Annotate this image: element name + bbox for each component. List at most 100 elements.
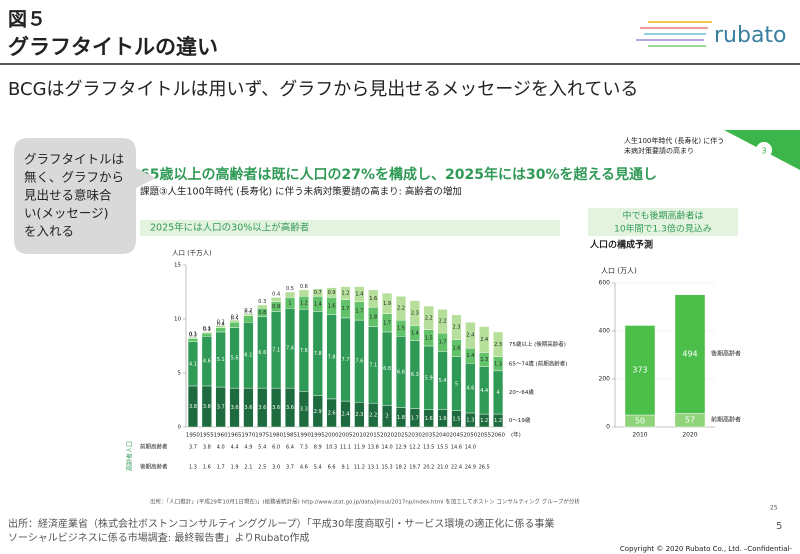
value-label: 0.5 bbox=[231, 316, 239, 322]
bar-segment bbox=[493, 331, 504, 357]
value-label: 0.4 bbox=[217, 322, 225, 328]
table-cell: 6.0 bbox=[272, 445, 280, 451]
bar-segment bbox=[368, 289, 379, 308]
value-label: 5.9 bbox=[425, 375, 433, 381]
value-label: 2.3 bbox=[411, 311, 419, 317]
value-label: 1.3 bbox=[466, 417, 474, 423]
logo-text: rubato bbox=[714, 23, 787, 48]
value-label: 6.8 bbox=[383, 366, 391, 372]
logo-lines bbox=[636, 21, 712, 47]
value-label: 0.2 bbox=[217, 320, 225, 326]
table-cell: 3.8 bbox=[203, 445, 211, 451]
value-label: 0.3 bbox=[258, 299, 266, 305]
banner-bg bbox=[588, 208, 738, 236]
bar-segment bbox=[451, 314, 462, 340]
bar-segment bbox=[298, 289, 309, 297]
bar-segment bbox=[187, 338, 198, 342]
value-label: 7.8 bbox=[314, 351, 322, 357]
x-tick-label: 1955 bbox=[200, 433, 214, 439]
value-label: 2.3 bbox=[355, 412, 363, 418]
y-axis-label: 人口 (万人) bbox=[601, 267, 637, 275]
legend-label: 後期高齢者 bbox=[711, 350, 741, 358]
value-label: 7.6 bbox=[300, 348, 308, 354]
value-label: 5.1 bbox=[217, 357, 225, 363]
table-cell: 4.4 bbox=[231, 445, 239, 451]
table-cell: 1.3 bbox=[189, 465, 197, 471]
x-tick-label: 2020 bbox=[682, 432, 697, 439]
value-label: 1.7 bbox=[383, 320, 391, 326]
bar-segment bbox=[187, 337, 198, 339]
x-tick-label: 2050 bbox=[463, 433, 477, 439]
value-label: 4.6 bbox=[466, 386, 474, 392]
legend-label: 65〜74歳 (前期高齢者) bbox=[509, 359, 568, 367]
table-cell: 24.9 bbox=[465, 465, 476, 471]
value-label: 7.8 bbox=[328, 354, 336, 360]
bar-segment bbox=[284, 291, 296, 298]
headline: 65歳以上の高齢者は既に人口の27%を構成し、2025年には30%を超える見通し bbox=[140, 166, 657, 183]
table-title: 高齢者人口 bbox=[126, 441, 134, 471]
callout-line: を入れる bbox=[24, 224, 74, 239]
table-cell: 5.4 bbox=[258, 445, 266, 451]
table-cell: 4.0 bbox=[217, 445, 225, 451]
table-cell: 11.2 bbox=[354, 465, 365, 471]
table-cell: 14.0 bbox=[382, 445, 393, 451]
table-cell: 3.0 bbox=[272, 465, 280, 471]
value-label: 2.4 bbox=[342, 412, 350, 418]
legend-label: 0〜19歳 bbox=[509, 416, 531, 424]
callout-line: 見出せる意味合 bbox=[24, 188, 112, 203]
value-label: 3.8 bbox=[189, 404, 197, 410]
table-cell: 6.6 bbox=[328, 465, 336, 471]
value-label: 6.6 bbox=[397, 369, 405, 375]
y-tick-label: 10 bbox=[174, 317, 181, 323]
table-cell: 12.2 bbox=[409, 445, 420, 451]
table-cell: 3.7 bbox=[189, 445, 197, 451]
x-tick-label: 2035 bbox=[422, 433, 436, 439]
value-label: 4 bbox=[496, 390, 499, 396]
value-label: 6.1 bbox=[244, 353, 252, 359]
bar-segment bbox=[271, 297, 282, 302]
table-cell: 6.4 bbox=[286, 445, 294, 451]
right-banner: 中でも後期高齢者は bbox=[622, 210, 703, 222]
value-label: 1.2 bbox=[480, 418, 488, 424]
value-label: 2.4 bbox=[466, 333, 474, 339]
bar-segment bbox=[479, 326, 490, 353]
chart-title: 人口の構成予測 bbox=[589, 239, 653, 251]
value-label: 1.3 bbox=[480, 357, 488, 363]
value-label: 7.1 bbox=[369, 362, 377, 368]
bar-segment bbox=[201, 331, 212, 334]
corner-caption: 人生100年時代 (長寿化) に伴う bbox=[624, 136, 724, 145]
value-label: 0.2 bbox=[231, 314, 239, 320]
copyright: Copyright © 2020 Rubato Co., Ltd. –Confi… bbox=[620, 545, 793, 553]
bar-segment bbox=[465, 322, 476, 349]
table-cell: 13.5 bbox=[423, 445, 434, 451]
corner-caption: 未病対策要請の高まり bbox=[624, 146, 694, 155]
value-label: 1.4 bbox=[314, 301, 322, 307]
bar-segment bbox=[229, 319, 240, 323]
value-label: 0.9 bbox=[272, 304, 280, 310]
bar-segment bbox=[215, 327, 226, 333]
value-label: 3.6 bbox=[258, 405, 266, 411]
value-label: 1.6 bbox=[452, 346, 460, 352]
row-label: 前期高齢者 bbox=[140, 443, 168, 451]
value-label: 2.3 bbox=[494, 342, 502, 348]
bar-segment bbox=[257, 304, 268, 309]
table-cell: 7.3 bbox=[300, 445, 308, 451]
value-label: 0.6 bbox=[244, 310, 252, 316]
value-label: 1.5 bbox=[452, 416, 460, 422]
callout-bubble bbox=[14, 138, 156, 254]
message: BCGはグラフタイトルは用いず、グラフから見出せるメッセージを入れている bbox=[8, 79, 638, 100]
legend-label: 20〜64歳 bbox=[509, 388, 534, 396]
value-label: 0.6 bbox=[300, 284, 308, 290]
table-cell: 2.1 bbox=[244, 465, 252, 471]
bar-segment bbox=[243, 313, 254, 316]
table-cell: 3.7 bbox=[286, 465, 294, 471]
value-label: 0.1 bbox=[203, 326, 211, 332]
callout-line: 無く、グラフから bbox=[24, 170, 124, 185]
callout-line: グラフタイトルは bbox=[24, 152, 124, 167]
value-label: 1.2 bbox=[300, 300, 308, 306]
bar-segment bbox=[423, 305, 434, 331]
value-label: 0.3 bbox=[189, 333, 197, 339]
left-banner: 2025年には人口の30%以上が高齢者 bbox=[150, 222, 309, 234]
corner-number: 3 bbox=[761, 147, 766, 156]
